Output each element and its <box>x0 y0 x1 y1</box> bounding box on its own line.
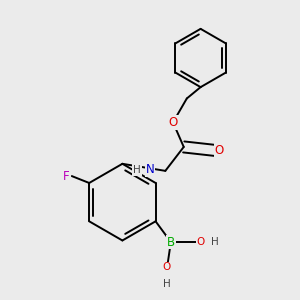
Text: O: O <box>196 237 205 247</box>
Text: H: H <box>133 165 141 175</box>
Text: O: O <box>215 144 224 157</box>
Text: N: N <box>146 164 154 176</box>
Text: H: H <box>211 237 218 247</box>
Text: B: B <box>167 236 175 248</box>
Text: H: H <box>163 279 171 289</box>
Text: O: O <box>163 262 171 272</box>
Text: O: O <box>168 116 178 129</box>
Text: F: F <box>63 169 70 183</box>
